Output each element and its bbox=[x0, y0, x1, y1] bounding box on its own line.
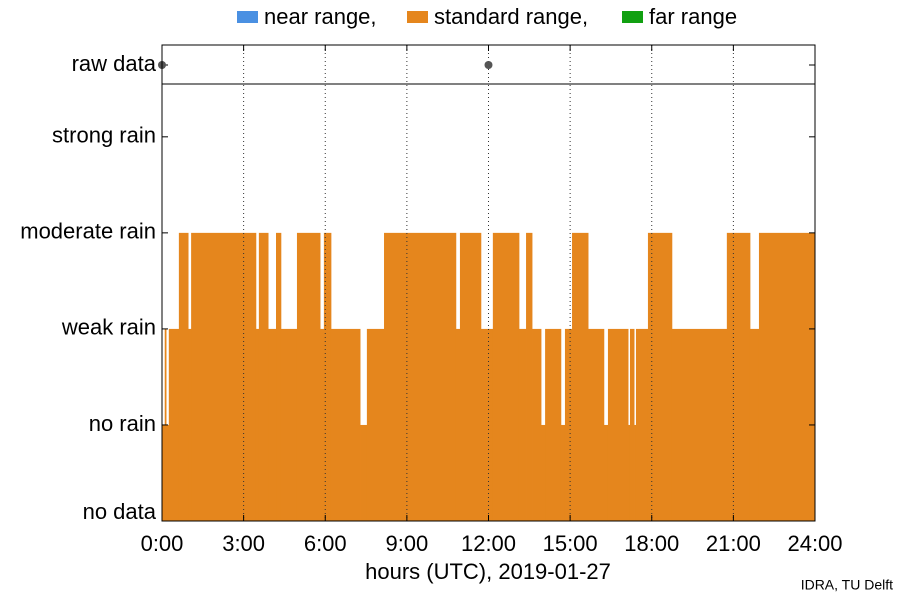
step-segment bbox=[191, 232, 257, 521]
x-tick-label: 24:00 bbox=[787, 531, 842, 556]
step-segment bbox=[360, 424, 368, 521]
step-segment bbox=[276, 232, 282, 521]
step-segment bbox=[647, 232, 673, 521]
step-segment bbox=[749, 328, 760, 521]
step-segment bbox=[635, 328, 649, 521]
plot-frame bbox=[161, 44, 816, 522]
x-axis-label: hours (UTC), 2019-01-27 bbox=[365, 559, 611, 584]
raw-data-label: raw data bbox=[72, 51, 157, 76]
step-segment bbox=[564, 328, 573, 521]
x-tick-label: 0:00 bbox=[141, 531, 184, 556]
step-segment bbox=[526, 232, 533, 521]
step-segment bbox=[162, 424, 166, 521]
legend-swatch bbox=[622, 11, 643, 23]
y-tick-label: weak rain bbox=[61, 315, 156, 340]
step-segment bbox=[178, 232, 189, 521]
y-tick-label: strong rain bbox=[52, 123, 156, 148]
step-segment bbox=[323, 232, 332, 521]
x-tick-label: 15:00 bbox=[543, 531, 598, 556]
step-segment bbox=[545, 328, 562, 521]
step-segment bbox=[628, 424, 631, 521]
step-segment bbox=[296, 232, 321, 521]
legend-label: far range bbox=[649, 4, 737, 29]
step-segment bbox=[168, 328, 180, 521]
legend-swatch bbox=[237, 11, 258, 23]
step-segment bbox=[330, 328, 361, 521]
step-segment bbox=[541, 424, 546, 521]
y-tick-label: no data bbox=[83, 499, 157, 524]
step-segment bbox=[480, 328, 494, 521]
step-segment bbox=[629, 328, 635, 521]
step-segment bbox=[320, 328, 325, 521]
x-tick-label: 6:00 bbox=[304, 531, 347, 556]
step-segment bbox=[366, 328, 385, 521]
step-segment bbox=[758, 232, 816, 521]
step-segment bbox=[255, 328, 260, 521]
step-segment bbox=[166, 424, 170, 521]
step-segment bbox=[634, 424, 637, 521]
legend-swatch bbox=[407, 11, 428, 23]
step-segment bbox=[588, 328, 605, 521]
step-segment bbox=[572, 232, 589, 521]
x-tick-label: 18:00 bbox=[624, 531, 679, 556]
x-tick-label: 3:00 bbox=[222, 531, 265, 556]
step-segment bbox=[518, 328, 527, 521]
x-tick-label: 9:00 bbox=[385, 531, 428, 556]
step-segment bbox=[603, 424, 609, 521]
legend-label: near range, bbox=[264, 4, 377, 29]
raw-data-point bbox=[484, 61, 493, 69]
step-segment bbox=[532, 328, 542, 521]
x-tick-label: 12:00 bbox=[461, 531, 516, 556]
y-tick-label: no rain bbox=[89, 411, 156, 436]
x-tick-label: 21:00 bbox=[706, 531, 761, 556]
step-segment bbox=[188, 328, 192, 521]
step-segment bbox=[258, 232, 269, 521]
step-segment bbox=[280, 328, 298, 521]
step-segment bbox=[455, 328, 461, 521]
credit: IDRA, TU Delft bbox=[801, 577, 893, 593]
step-segment bbox=[384, 232, 457, 521]
step-segment bbox=[268, 328, 277, 521]
step-segment bbox=[492, 232, 520, 521]
step-segment bbox=[560, 424, 566, 521]
legend-label: standard range, bbox=[434, 4, 588, 29]
step-segment bbox=[726, 232, 751, 521]
step-segment bbox=[459, 232, 482, 521]
y-tick-label: moderate rain bbox=[20, 219, 156, 244]
step-segment bbox=[607, 328, 629, 521]
step-segment bbox=[671, 328, 728, 521]
